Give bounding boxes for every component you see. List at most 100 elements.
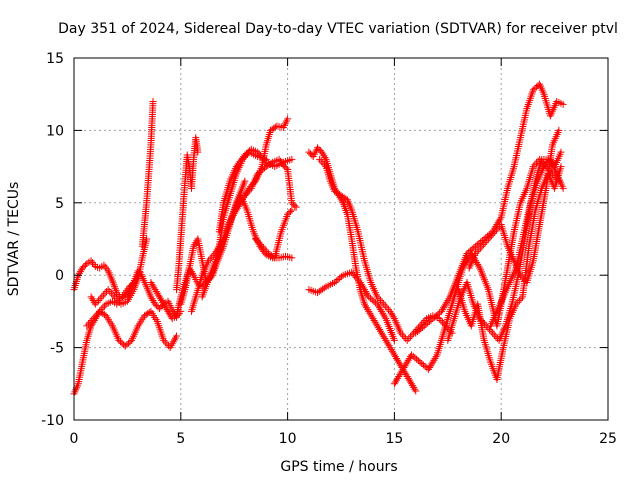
data-point	[194, 148, 202, 156]
data-point	[473, 259, 481, 267]
y-tick-label: 15	[46, 51, 64, 67]
data-point	[149, 297, 157, 305]
series-track-b	[70, 257, 185, 321]
data-point	[402, 371, 410, 379]
data-point	[127, 281, 135, 289]
series-track-s	[465, 126, 563, 286]
data-point	[438, 318, 446, 326]
data-point	[80, 263, 88, 271]
data-point	[258, 153, 266, 161]
data-point	[463, 249, 471, 257]
data-point	[377, 306, 385, 314]
data-point	[544, 155, 552, 163]
data-point	[94, 309, 102, 317]
data-point	[88, 316, 96, 324]
data-point	[411, 385, 419, 393]
data-point	[443, 298, 451, 306]
data-point	[418, 360, 426, 368]
data-point	[96, 307, 104, 315]
data-point	[160, 300, 168, 308]
data-point	[546, 157, 554, 165]
data-point	[363, 304, 371, 312]
data-point	[434, 310, 442, 318]
data-point	[517, 295, 525, 303]
data-point	[389, 313, 397, 321]
data-point	[95, 297, 103, 305]
chart-title: Day 351 of 2024, Sidereal Day-to-day VTE…	[58, 21, 618, 37]
data-point	[150, 284, 158, 292]
y-tick-label: 10	[46, 123, 64, 139]
data-point	[363, 289, 371, 297]
data-point	[88, 295, 96, 303]
data-point	[492, 333, 500, 341]
data-point	[417, 325, 425, 333]
data-point	[413, 328, 421, 336]
data-point	[96, 295, 104, 303]
data-point	[403, 373, 411, 381]
data-point	[153, 289, 161, 297]
data-point	[491, 228, 499, 236]
data-point	[402, 360, 410, 368]
data-point	[288, 199, 296, 207]
y-tick-label: -10	[41, 413, 64, 429]
data-point	[475, 239, 483, 247]
data-point	[115, 336, 123, 344]
data-point	[76, 268, 84, 276]
y-axis-title: SDTVAR / TECUs	[6, 182, 22, 297]
data-point	[403, 336, 411, 344]
data-point	[547, 159, 555, 167]
data-point	[486, 233, 494, 241]
data-point	[465, 248, 473, 256]
data-point	[288, 155, 296, 163]
data-point	[378, 329, 386, 337]
data-point	[395, 358, 403, 366]
data-point	[147, 278, 155, 286]
data-point	[91, 313, 99, 321]
data-point	[84, 320, 92, 328]
data-point	[358, 282, 366, 290]
data-point	[470, 244, 478, 252]
data-point	[161, 338, 169, 346]
series-track-d	[83, 267, 142, 330]
data-point	[352, 273, 360, 281]
data-point	[385, 306, 393, 314]
data-point	[332, 277, 340, 285]
data-point	[468, 245, 476, 253]
data-point	[292, 203, 300, 211]
data-point	[379, 309, 387, 317]
data-point	[284, 115, 292, 123]
data-point	[472, 242, 480, 250]
data-point	[89, 315, 97, 323]
data-point	[409, 382, 417, 390]
x-tick-label: 20	[492, 431, 510, 447]
data-point	[368, 313, 376, 321]
data-point	[151, 300, 159, 308]
data-point	[410, 383, 418, 391]
data-point	[155, 305, 163, 313]
data-point	[206, 255, 214, 263]
data-point	[158, 297, 166, 305]
data-point	[164, 307, 172, 315]
data-point	[371, 318, 379, 326]
data-point	[559, 184, 567, 192]
data-point	[432, 312, 440, 320]
data-point	[357, 280, 365, 288]
data-point	[374, 302, 382, 310]
data-point	[375, 295, 383, 303]
data-point	[378, 298, 386, 306]
data-point	[362, 302, 370, 310]
data-point	[316, 155, 324, 163]
data-point	[381, 302, 389, 310]
data-point	[431, 313, 439, 321]
data-point	[348, 268, 356, 276]
data-point	[91, 300, 99, 308]
data-point	[147, 293, 155, 301]
data-point	[430, 356, 438, 364]
data-point	[336, 274, 344, 282]
data-point	[494, 224, 502, 232]
data-point	[377, 297, 385, 305]
data-point	[473, 241, 481, 249]
data-point	[134, 267, 142, 275]
x-tick-label: 0	[70, 431, 79, 447]
data-point	[191, 240, 199, 248]
